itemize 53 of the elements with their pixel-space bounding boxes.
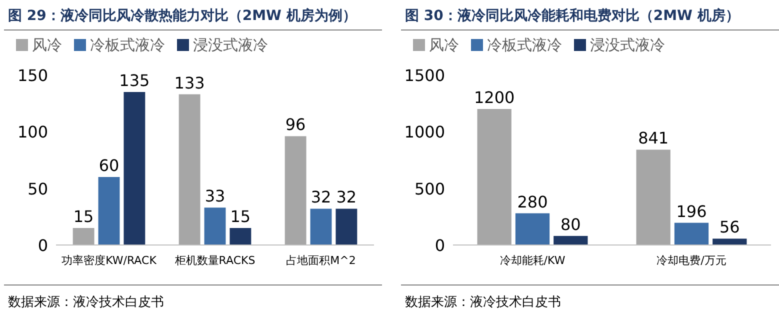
data-label: 135 xyxy=(119,71,150,90)
y-tick-label: 0 xyxy=(434,236,445,255)
data-label: 280 xyxy=(517,192,548,212)
legend-label: 风冷 xyxy=(429,36,459,54)
bar xyxy=(636,150,670,245)
bar xyxy=(336,208,358,245)
x-tick-label: 占地面积M^2 xyxy=(286,254,356,267)
chart-title: 图 30：液冷同比风冷能耗和电费对比（2MW 机房） xyxy=(405,7,740,24)
legend-label: 冷板式液冷 xyxy=(487,36,562,54)
data-label: 1200 xyxy=(474,88,515,107)
data-label: 15 xyxy=(230,207,251,226)
x-tick-label: 冷却能耗/KW xyxy=(500,254,566,267)
data-label: 60 xyxy=(98,156,120,175)
x-tick-label: 柜机数量RACKS xyxy=(174,254,256,267)
data-label: 15 xyxy=(73,207,94,226)
bar xyxy=(712,238,747,245)
bar xyxy=(515,213,550,245)
bar xyxy=(674,222,709,245)
bar xyxy=(554,236,588,245)
data-label: 96 xyxy=(285,115,306,134)
y-tick-label: 100 xyxy=(17,122,48,142)
bar xyxy=(230,228,252,245)
data-label: 196 xyxy=(676,202,707,221)
data-label: 56 xyxy=(719,218,740,237)
bar xyxy=(477,109,512,245)
y-tick-label: 150 xyxy=(17,66,48,85)
bar xyxy=(124,92,146,245)
legend-label: 冷板式液冷 xyxy=(90,36,165,54)
y-tick-label: 500 xyxy=(414,179,445,198)
data-label: 32 xyxy=(310,188,332,207)
legend-label: 浸没式液冷 xyxy=(193,36,268,54)
bar xyxy=(72,228,94,245)
source-note: 数据来源：液冷技术白皮书 xyxy=(405,295,561,310)
data-label: 32 xyxy=(336,188,357,207)
bar xyxy=(178,94,200,245)
bar xyxy=(204,208,226,245)
legend-label: 浸没式液冷 xyxy=(590,36,665,54)
data-label: 80 xyxy=(560,214,581,234)
data-label: 133 xyxy=(174,73,205,92)
bar xyxy=(310,208,332,245)
y-tick-label: 50 xyxy=(28,179,48,198)
y-tick-label: 1500 xyxy=(404,66,445,85)
x-tick-label: 功率密度KW/RACK xyxy=(62,254,158,267)
data-label: 33 xyxy=(204,186,226,206)
y-tick-label: 0 xyxy=(38,236,48,255)
bar xyxy=(98,177,120,245)
chart-title: 图 29：液冷同比风冷散热能力对比（2MW 机房为例） xyxy=(8,7,356,24)
x-tick-label: 冷却电费/万元 xyxy=(656,254,726,267)
legend-label: 风冷 xyxy=(32,36,62,54)
source-note: 数据来源：液冷技术白皮书 xyxy=(8,295,164,310)
y-tick-label: 1000 xyxy=(404,122,445,142)
data-label: 841 xyxy=(638,128,669,148)
bar xyxy=(284,136,306,245)
